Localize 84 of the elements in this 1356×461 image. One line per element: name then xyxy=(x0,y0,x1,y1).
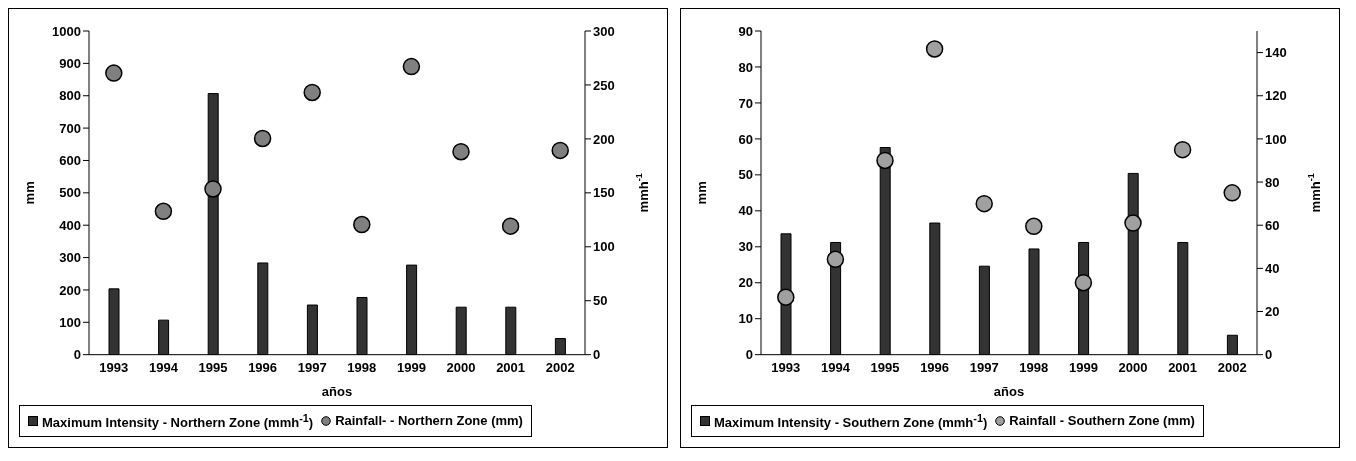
legend-label: Rainfall- - Northern Zone (mm) xyxy=(335,413,523,429)
y-tick-label: 0 xyxy=(73,347,81,363)
point xyxy=(204,180,222,198)
y-tick-label: 400 xyxy=(59,217,81,233)
x-tick-label: 1993 xyxy=(99,359,129,375)
y2-tick-label: 60 xyxy=(1265,217,1280,233)
y-tick-label: 20 xyxy=(738,275,753,291)
legend-label: Maximum Intensity - Northern Zone (mmh$^{-1}$) xyxy=(42,411,314,430)
x-tick-label: 1999 xyxy=(1068,359,1098,375)
x-tick-label: 1994 xyxy=(148,359,179,375)
y-tick-label: 900 xyxy=(59,55,81,71)
y-tick-label: 200 xyxy=(59,282,81,298)
point xyxy=(975,194,993,213)
y2-tick-label: 300 xyxy=(593,23,615,39)
x-tick-label: 2002 xyxy=(1217,359,1247,375)
x-tick-label: 1997 xyxy=(297,359,327,375)
x-tick-label: 2001 xyxy=(1168,359,1198,375)
y-tick-label: 10 xyxy=(738,311,753,327)
point xyxy=(353,215,371,234)
y2-tick-label: 80 xyxy=(1265,174,1280,190)
point xyxy=(1173,140,1192,159)
x-axis-title: años xyxy=(993,384,1025,400)
y2-tick-label: 0 xyxy=(593,347,601,363)
point xyxy=(1124,214,1142,232)
y2-tick-label: 200 xyxy=(593,131,615,147)
point xyxy=(105,64,123,82)
x-tick-label: 1997 xyxy=(969,359,999,375)
point xyxy=(452,142,470,161)
point xyxy=(501,217,520,235)
point xyxy=(1025,217,1043,236)
y-tick-label: 40 xyxy=(738,203,753,219)
y2-tick-label: 50 xyxy=(593,293,608,309)
y-tick-label: 100 xyxy=(59,314,81,330)
x-tick-label: 2000 xyxy=(446,359,476,375)
x-tick-label: 1995 xyxy=(870,359,900,375)
y-tick-label: 600 xyxy=(59,153,81,169)
x-tick-label: 1995 xyxy=(198,359,228,375)
y-tick-label: 800 xyxy=(59,88,81,104)
point xyxy=(1074,274,1093,292)
y-tick-label: 80 xyxy=(738,59,753,75)
x-tick-label: 1994 xyxy=(820,359,851,375)
y-axis-title: mm xyxy=(694,181,710,205)
x-tick-label: 1996 xyxy=(248,359,278,375)
point xyxy=(551,141,569,160)
point xyxy=(777,288,795,306)
point xyxy=(303,83,321,102)
y-tick-label: 90 xyxy=(738,23,753,39)
y2-tick-label: 250 xyxy=(593,77,615,93)
y-tick-label: 70 xyxy=(738,95,753,111)
y-tick-label: 30 xyxy=(738,239,753,255)
point xyxy=(925,40,944,58)
y2-tick-label: 100 xyxy=(1265,131,1287,147)
point xyxy=(826,250,845,269)
x-tick-label: 1998 xyxy=(347,359,377,375)
x-tick-label: 2000 xyxy=(1118,359,1148,375)
x-tick-label: 1999 xyxy=(396,359,426,375)
y-axis-title: mm xyxy=(22,181,38,205)
x-tick-label: 2001 xyxy=(496,359,526,375)
x-tick-label: 1998 xyxy=(1019,359,1049,375)
y-tick-label: 0 xyxy=(745,347,753,363)
y-tick-label: 50 xyxy=(738,167,753,183)
y2-tick-label: 20 xyxy=(1265,304,1280,320)
point xyxy=(1223,184,1241,202)
y2-tick-label: 150 xyxy=(593,185,615,201)
x-axis-title: años xyxy=(321,384,353,400)
legend-label: Maximum Intensity - Southern Zone (mmh$^{-1}$) xyxy=(714,411,988,430)
y2-tick-label: 0 xyxy=(1265,347,1273,363)
y-tick-label: 700 xyxy=(59,120,81,136)
point xyxy=(876,151,894,170)
point xyxy=(253,129,272,148)
y-tick-label: 500 xyxy=(59,185,81,201)
y2-tick-label: 40 xyxy=(1265,260,1280,276)
y-tick-label: 1000 xyxy=(52,23,81,39)
y2-tick-label: 100 xyxy=(593,239,615,255)
x-tick-label: 1993 xyxy=(771,359,801,375)
legend-label: Rainfall - Southern Zone (mm) xyxy=(1009,413,1195,429)
y-tick-label: 300 xyxy=(59,250,81,266)
y-tick-label: 60 xyxy=(738,131,753,147)
y2-tick-label: 140 xyxy=(1265,45,1287,61)
x-tick-label: 1996 xyxy=(920,359,950,375)
x-tick-label: 2002 xyxy=(545,359,575,375)
point xyxy=(154,202,173,221)
y2-tick-label: 120 xyxy=(1265,88,1287,104)
point xyxy=(402,57,421,76)
